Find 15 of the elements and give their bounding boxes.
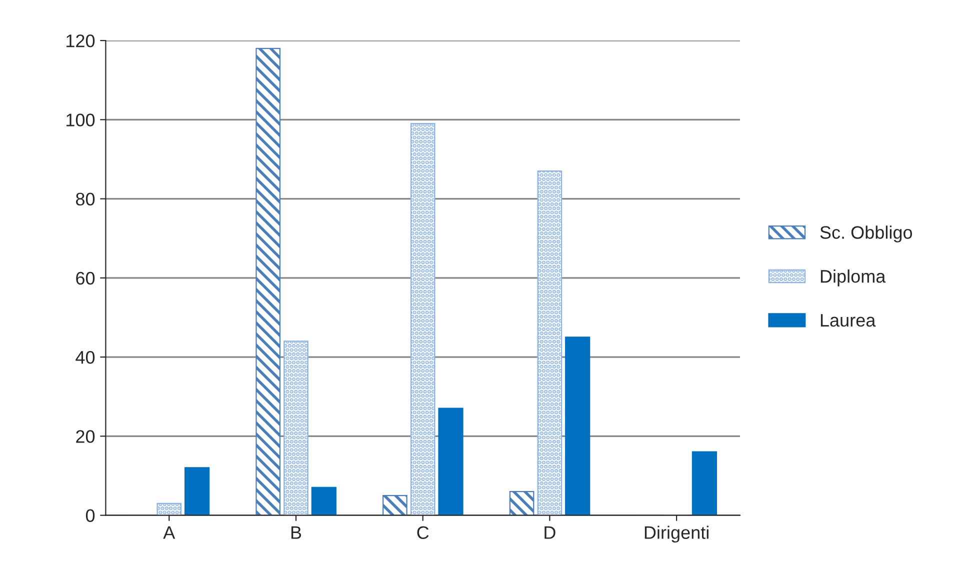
legend-label: Laurea [820,314,876,327]
x-tick-label: C [417,526,429,539]
y-tick-label: 100 [66,114,95,126]
legend-label: Diploma [820,270,886,286]
legend-label: Sc. Obbligo [820,226,912,242]
x-tick-label: B [291,526,302,539]
x-tick-label: A [163,526,176,539]
x-tick-label: Dirigenti [644,526,708,543]
y-tick-label: 120 [66,34,95,48]
y-tick-label: 0 [86,509,95,522]
y-tick-label: 60 [76,272,95,285]
y-tick-label: 20 [76,430,95,443]
x-tick-label: D [544,526,556,539]
y-tick-label: 40 [76,350,95,364]
y-tick-label: 80 [76,192,95,206]
